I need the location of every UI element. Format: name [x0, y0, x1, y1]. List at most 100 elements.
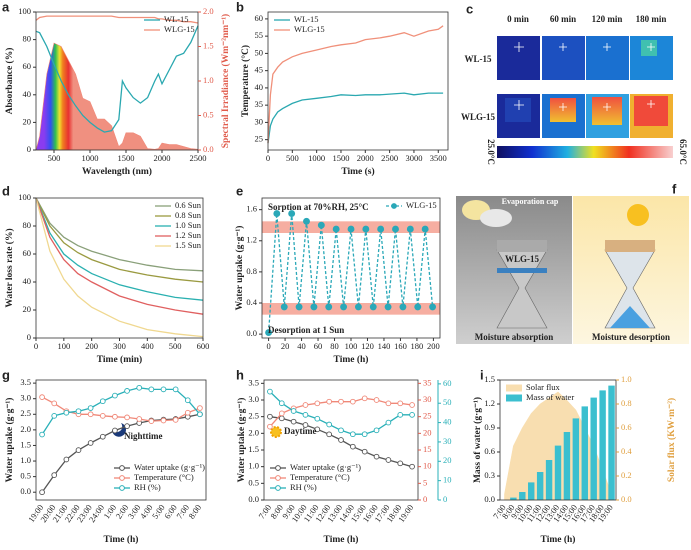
marker [399, 303, 407, 311]
marker [338, 398, 344, 405]
y-tick-label: 1.0 [248, 461, 259, 471]
x-tick-label: 300 [113, 341, 126, 351]
marker [51, 400, 58, 407]
y-tick-label: 15 [423, 444, 432, 454]
marker [99, 412, 106, 419]
label: Moisture desorption [592, 332, 670, 342]
marker [349, 443, 356, 450]
marker [397, 411, 404, 418]
area [35, 42, 199, 151]
x-tick-label: 180 [411, 341, 424, 351]
marker [361, 431, 368, 438]
x-tick-label: 1500 [332, 153, 349, 163]
marker [172, 386, 179, 393]
panel-label: g [2, 367, 10, 382]
y-tick-label: 5 [423, 477, 427, 487]
y-tick-label: 2.0 [248, 427, 259, 437]
marker [326, 398, 333, 405]
bar [608, 385, 615, 500]
bar [519, 492, 526, 500]
marker [385, 400, 392, 407]
x-axis-label: Time (h) [541, 534, 576, 545]
panel-label: d [2, 183, 10, 198]
bar [510, 497, 517, 500]
legend-label: Water uptake (g·g⁻¹) [134, 462, 205, 472]
marker [265, 329, 273, 337]
marker [421, 225, 429, 233]
y-tick-label: 60 [23, 248, 32, 258]
marker [314, 400, 321, 407]
y-tick-label: 20 [23, 304, 32, 314]
marker [288, 210, 296, 218]
marker [369, 303, 377, 311]
marker [326, 431, 333, 438]
marker [361, 448, 368, 455]
x-tick-label: 200 [85, 341, 98, 351]
y-tick-label: 35 [255, 99, 264, 109]
x-tick-label: 100 [57, 341, 70, 351]
legend-label: 0.8 Sun [175, 210, 202, 220]
marker [184, 397, 191, 404]
x-tick-label: 400 [141, 341, 154, 351]
marker [75, 408, 82, 415]
y-tick-label: 0.9 [484, 422, 495, 432]
panel-label: a [2, 0, 10, 14]
legend-label: Mass of water [526, 392, 574, 402]
y-tick-label: 30 [423, 394, 432, 404]
marker [184, 409, 191, 416]
y-tick-label: 60 [443, 378, 452, 388]
column-label: 180 min [636, 14, 667, 24]
y-tick-label: 2.5 [248, 411, 259, 421]
marker [302, 422, 309, 428]
x-tick-label: 20 [281, 341, 290, 351]
marker [87, 411, 94, 418]
legend-marker [275, 485, 281, 491]
water [610, 306, 650, 328]
legend-label: Temperature (°C) [134, 472, 194, 482]
marker [112, 427, 118, 434]
legend-marker [391, 203, 397, 209]
marker [347, 225, 355, 233]
thermal-spot [641, 40, 657, 56]
y-tick-label: 0.4 [246, 297, 257, 307]
marker [197, 411, 203, 418]
marker [373, 397, 380, 403]
y-tick-label: 0.0 [621, 494, 632, 504]
y-tick-label: 1.5 [203, 40, 214, 50]
y-tick-label: 30 [255, 116, 264, 126]
y-tick-label: 40 [443, 417, 452, 427]
marker [317, 221, 325, 229]
marker [136, 384, 143, 391]
y-tick-label: 0.5 [20, 471, 31, 481]
crosshairs [514, 42, 655, 111]
y-tick-label: 80 [23, 220, 32, 230]
annotation: Nighttime [124, 431, 163, 441]
thermal-image [542, 36, 585, 80]
band [262, 303, 440, 315]
line [35, 197, 204, 338]
x-tick-label: 0 [34, 341, 38, 351]
y-tick-label: 10 [423, 461, 432, 471]
y-tick-label: 0.5 [248, 477, 259, 487]
y-tick-label: 0.5 [203, 109, 214, 119]
marker [197, 405, 203, 411]
y-tick-label: 0 [27, 332, 31, 342]
sun-icon [270, 426, 282, 438]
y-tick-label: 0.6 [621, 422, 632, 432]
marker [290, 408, 297, 414]
legend-label: WLG-15 [294, 24, 325, 34]
marker [373, 427, 380, 434]
x-tick-label: 100 [345, 341, 358, 351]
panel-label: b [236, 0, 244, 14]
thermal-images: c 0 min 60 min 120 min 180 min WL-15 WLG… [461, 1, 688, 164]
marker [397, 400, 404, 407]
legend-label: RH (%) [290, 482, 317, 492]
x-tick-label: 500 [48, 153, 61, 163]
x-tick-label: 3000 [405, 153, 422, 163]
x-tick-label: 8:00 [186, 503, 203, 521]
y-tick-label: 100 [18, 192, 31, 202]
x-tick-label: 2500 [190, 153, 207, 163]
marker [160, 386, 167, 393]
y-tick-label: 20 [423, 427, 432, 437]
legend-marker [119, 485, 125, 491]
